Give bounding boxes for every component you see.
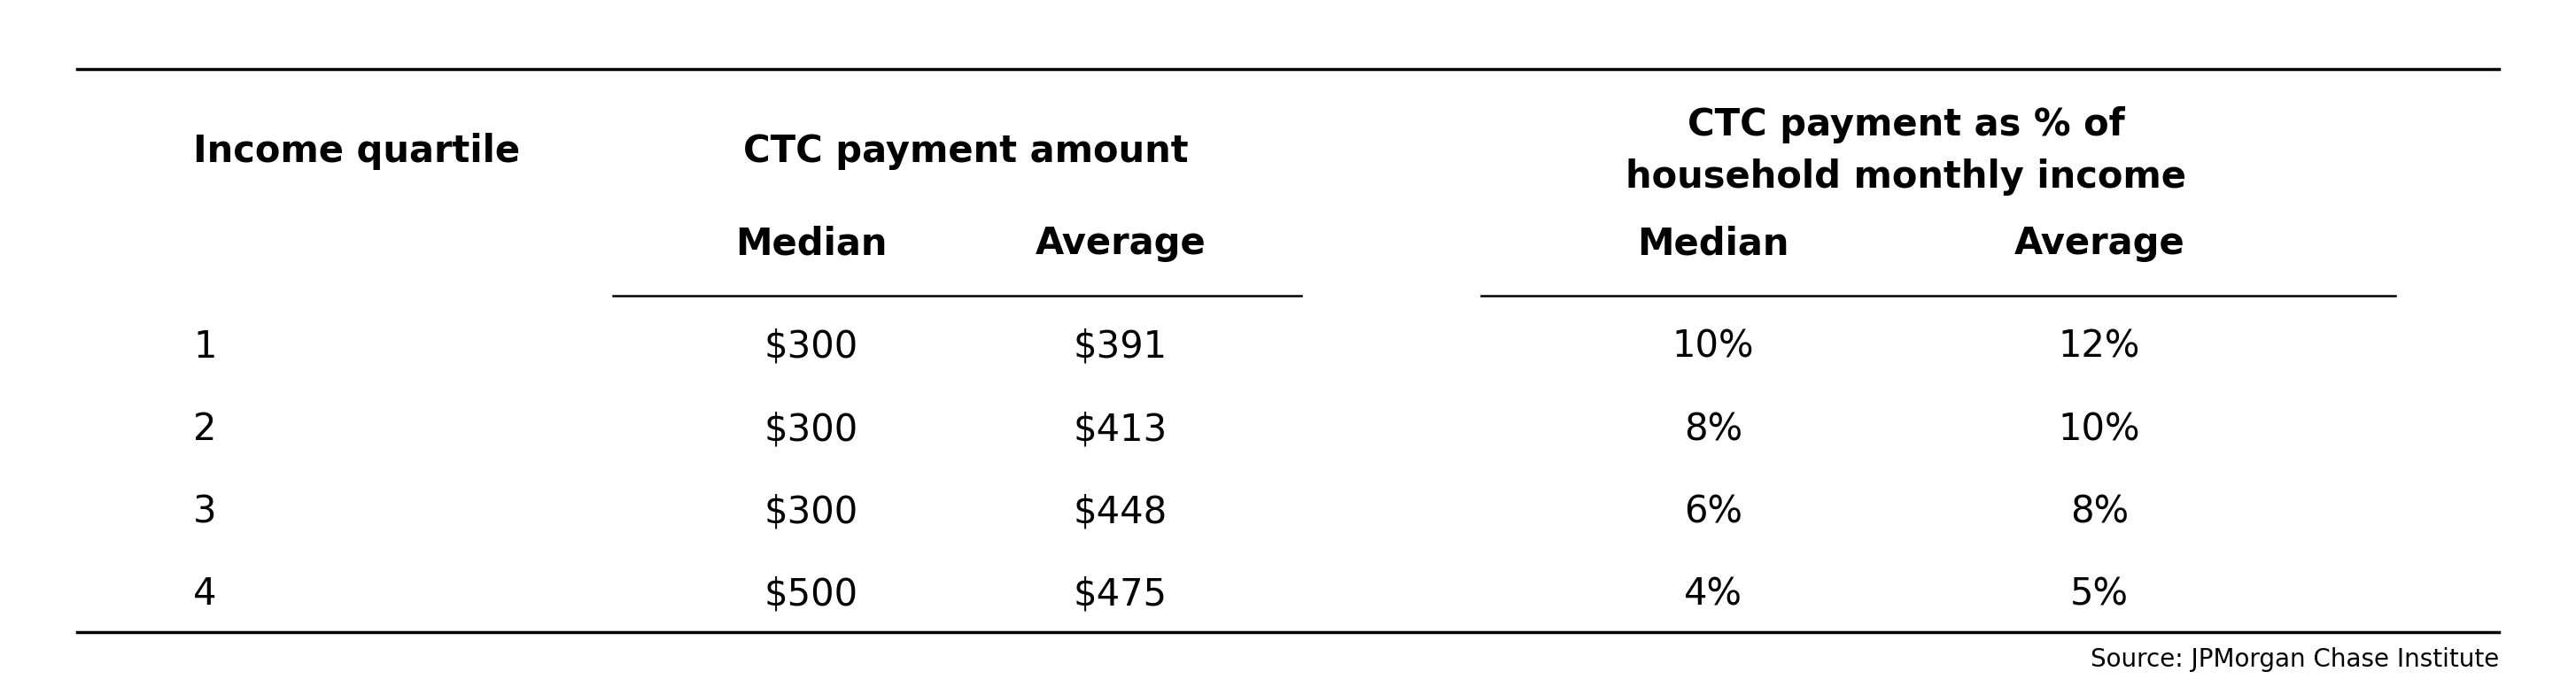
- Text: 8%: 8%: [1685, 411, 1741, 448]
- Text: 6%: 6%: [1685, 493, 1741, 530]
- Text: Source: JPMorgan Chase Institute: Source: JPMorgan Chase Institute: [2089, 647, 2499, 672]
- Text: 8%: 8%: [2071, 493, 2128, 530]
- Text: 10%: 10%: [2058, 411, 2141, 448]
- Text: $300: $300: [765, 493, 858, 530]
- Text: Average: Average: [2014, 225, 2184, 262]
- Text: 3: 3: [193, 493, 216, 530]
- Text: Median: Median: [1638, 225, 1788, 262]
- Text: 12%: 12%: [2058, 328, 2141, 365]
- Text: 4: 4: [193, 576, 216, 613]
- Text: $448: $448: [1074, 493, 1167, 530]
- Text: 2: 2: [193, 411, 216, 448]
- Text: 4%: 4%: [1685, 576, 1741, 613]
- Text: 10%: 10%: [1672, 328, 1754, 365]
- Text: $300: $300: [765, 411, 858, 448]
- Text: $300: $300: [765, 328, 858, 365]
- Text: Median: Median: [737, 225, 886, 262]
- Text: 1: 1: [193, 328, 216, 365]
- Text: $391: $391: [1074, 328, 1167, 365]
- Text: $475: $475: [1074, 576, 1167, 613]
- Text: $500: $500: [765, 576, 858, 613]
- Text: $413: $413: [1074, 411, 1167, 448]
- Text: 5%: 5%: [2071, 576, 2128, 613]
- Text: CTC payment as % of
household monthly income: CTC payment as % of household monthly in…: [1625, 106, 2187, 196]
- Text: Average: Average: [1036, 225, 1206, 262]
- Text: Income quartile: Income quartile: [193, 133, 520, 170]
- Text: CTC payment amount: CTC payment amount: [744, 133, 1188, 170]
